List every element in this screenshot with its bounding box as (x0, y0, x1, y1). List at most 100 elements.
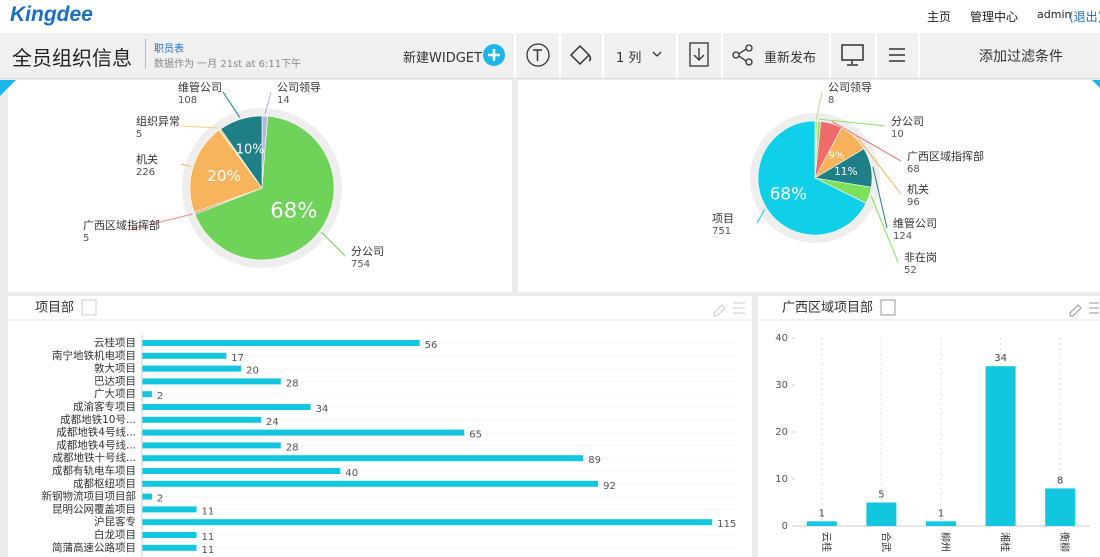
add-filter[interactable]: 添加过滤条件 (979, 49, 1063, 65)
value-label: 34 (316, 404, 329, 415)
value-label: 1 (938, 508, 944, 519)
value-label: 28 (286, 442, 299, 453)
value-label: 24 (266, 417, 279, 428)
y-tick-label: 30 (775, 380, 788, 391)
download-icon[interactable] (688, 41, 712, 69)
value-label: 5 (878, 490, 884, 501)
value-label: 34 (994, 353, 1007, 364)
header: Kingdee 主页 管理中心 admin (退出) (0, 0, 1100, 33)
y-tick-label: 南宁地铁机电项目 (52, 349, 136, 362)
value-label: 17 (231, 353, 244, 364)
x-tick-label: 湘桂 (999, 532, 1012, 552)
side-tab[interactable] (0, 80, 16, 96)
y-tick-label: 巴达项目 (94, 375, 136, 387)
column-select[interactable]: 1 列 (616, 51, 642, 66)
bar (142, 455, 584, 462)
leader-line (870, 195, 899, 263)
add-icon[interactable] (482, 43, 506, 67)
value-label: 11 (202, 545, 215, 556)
divider (145, 39, 146, 69)
slice-percent: 11% (834, 166, 857, 178)
slice-value: 751 (712, 226, 731, 237)
bar (142, 352, 227, 359)
widget-title: 项目部 (35, 301, 74, 316)
slice-value: 5 (136, 129, 142, 140)
value-label: 11 (202, 532, 215, 543)
leader-line (831, 121, 902, 162)
new-widget[interactable]: 新建WIDGET (403, 51, 482, 66)
y-tick-label: 广大项目 (94, 387, 136, 400)
bar (985, 366, 1016, 526)
separator (918, 33, 920, 78)
pie-slice (220, 115, 263, 189)
bar (142, 468, 341, 474)
y-tick-label: 沪昆客专 (94, 515, 136, 528)
data-source[interactable]: 职员表 (154, 44, 184, 55)
leader-line (872, 166, 888, 229)
y-tick-label: 敦大项目 (94, 362, 136, 375)
leader-line (180, 163, 192, 168)
value-label: 8 (1057, 475, 1063, 486)
leader-line (180, 125, 219, 129)
slice-label: 维管公司 (893, 216, 937, 230)
slice-percent: 68% (270, 198, 317, 223)
dashboard-title: 全员组织信息 (12, 46, 132, 70)
value-label: 11 (202, 506, 215, 517)
edit-icon[interactable] (1069, 304, 1082, 317)
slice-value: 8 (828, 95, 834, 106)
slice-label: 分公司 (351, 245, 384, 258)
share-icon[interactable] (731, 43, 755, 67)
value-label: 28 (286, 378, 299, 389)
leader-line (855, 134, 902, 195)
slice-value: 226 (136, 167, 155, 178)
pie-slice (757, 120, 867, 236)
corner-tab (1092, 80, 1100, 88)
bar (142, 480, 599, 487)
info-icon[interactable] (81, 299, 97, 316)
slice-value: 52 (904, 265, 917, 276)
text-widget-icon[interactable] (525, 42, 555, 68)
present-icon[interactable] (840, 43, 866, 67)
chevron[interactable] (652, 51, 662, 59)
bar (142, 404, 311, 410)
widget-panel (8, 296, 752, 557)
nav-user[interactable]: admin (1037, 8, 1072, 21)
info-icon[interactable] (880, 299, 896, 316)
bar (142, 442, 281, 449)
separator (721, 33, 723, 78)
value-label: 65 (469, 430, 482, 441)
widget-menu-icon[interactable] (1089, 302, 1099, 314)
y-tick-label: 成都有轨电车项目 (52, 464, 136, 477)
bar (142, 378, 281, 385)
edit-icon[interactable] (713, 304, 726, 317)
separator (514, 33, 516, 78)
theme-icon[interactable] (567, 43, 595, 67)
widget-menu-icon[interactable] (733, 302, 745, 314)
leader-line (321, 231, 346, 257)
menu-icon[interactable] (887, 45, 907, 65)
logo[interactable]: Kingdee (10, 3, 93, 26)
bar (142, 519, 713, 526)
slice-value: 10 (891, 129, 904, 140)
slice-percent: 10% (236, 143, 265, 158)
value-label: 92 (603, 481, 616, 492)
nav-home[interactable]: 主页 (927, 10, 952, 24)
slice-percent: 68% (770, 184, 807, 204)
widget-title: 广西区域项目部 (782, 301, 873, 316)
nav-logout[interactable]: (退出) (1069, 10, 1100, 24)
x-tick-label: 云桂 (820, 532, 833, 552)
slice-value: 14 (277, 95, 290, 106)
leader-line (264, 91, 272, 115)
timestamp: 数据作为 一月 21st at 6:11下午 (154, 59, 302, 70)
slice-label: 分公司 (891, 115, 924, 128)
y-tick-label: 40 (775, 333, 788, 344)
slice-value: 108 (178, 95, 197, 106)
nav-admin-center[interactable]: 管理中心 (970, 10, 1019, 24)
y-tick-label: 简蒲高速公路项目 (52, 541, 136, 554)
slice-percent: 20% (207, 167, 241, 185)
republish[interactable]: 重新发布 (764, 51, 817, 66)
x-tick-label: 衡柳 (1058, 532, 1071, 552)
bar (142, 391, 152, 398)
bar (142, 544, 197, 551)
